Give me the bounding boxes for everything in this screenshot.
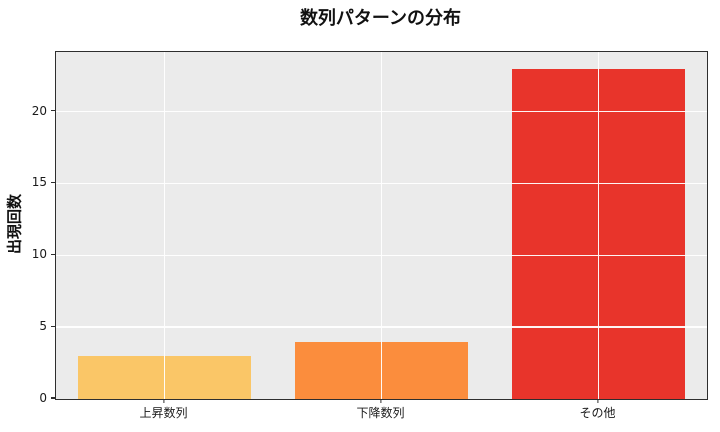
- y-tick-label: 15: [31, 175, 47, 190]
- plot-area: [55, 51, 708, 400]
- x-tick-mark: [162, 399, 165, 404]
- x-tick-label: その他: [579, 406, 616, 420]
- x-tick-mark: [596, 399, 599, 404]
- y-tick-mark: [50, 181, 55, 184]
- v-gridline: [597, 52, 600, 399]
- chart-title: 数列パターンの分布: [299, 8, 462, 29]
- y-tick-mark: [50, 397, 55, 399]
- x-tick-mark: [379, 399, 382, 404]
- y-axis-label-text: 出現回数: [5, 193, 24, 255]
- y-tick-label: 5: [39, 319, 47, 334]
- v-gridline: [380, 52, 383, 399]
- x-tick-label: 上昇数列: [139, 406, 188, 420]
- y-tick-label: 10: [31, 247, 47, 262]
- v-gridline: [163, 52, 166, 399]
- y-tick-label: 0: [39, 391, 47, 405]
- y-tick-mark: [50, 110, 55, 112]
- x-tick-label: 下降数列: [356, 406, 405, 420]
- y-tick-mark: [50, 253, 55, 255]
- y-tick-label: 20: [31, 103, 47, 118]
- y-tick-mark: [50, 325, 55, 327]
- plot-inner: [56, 52, 707, 399]
